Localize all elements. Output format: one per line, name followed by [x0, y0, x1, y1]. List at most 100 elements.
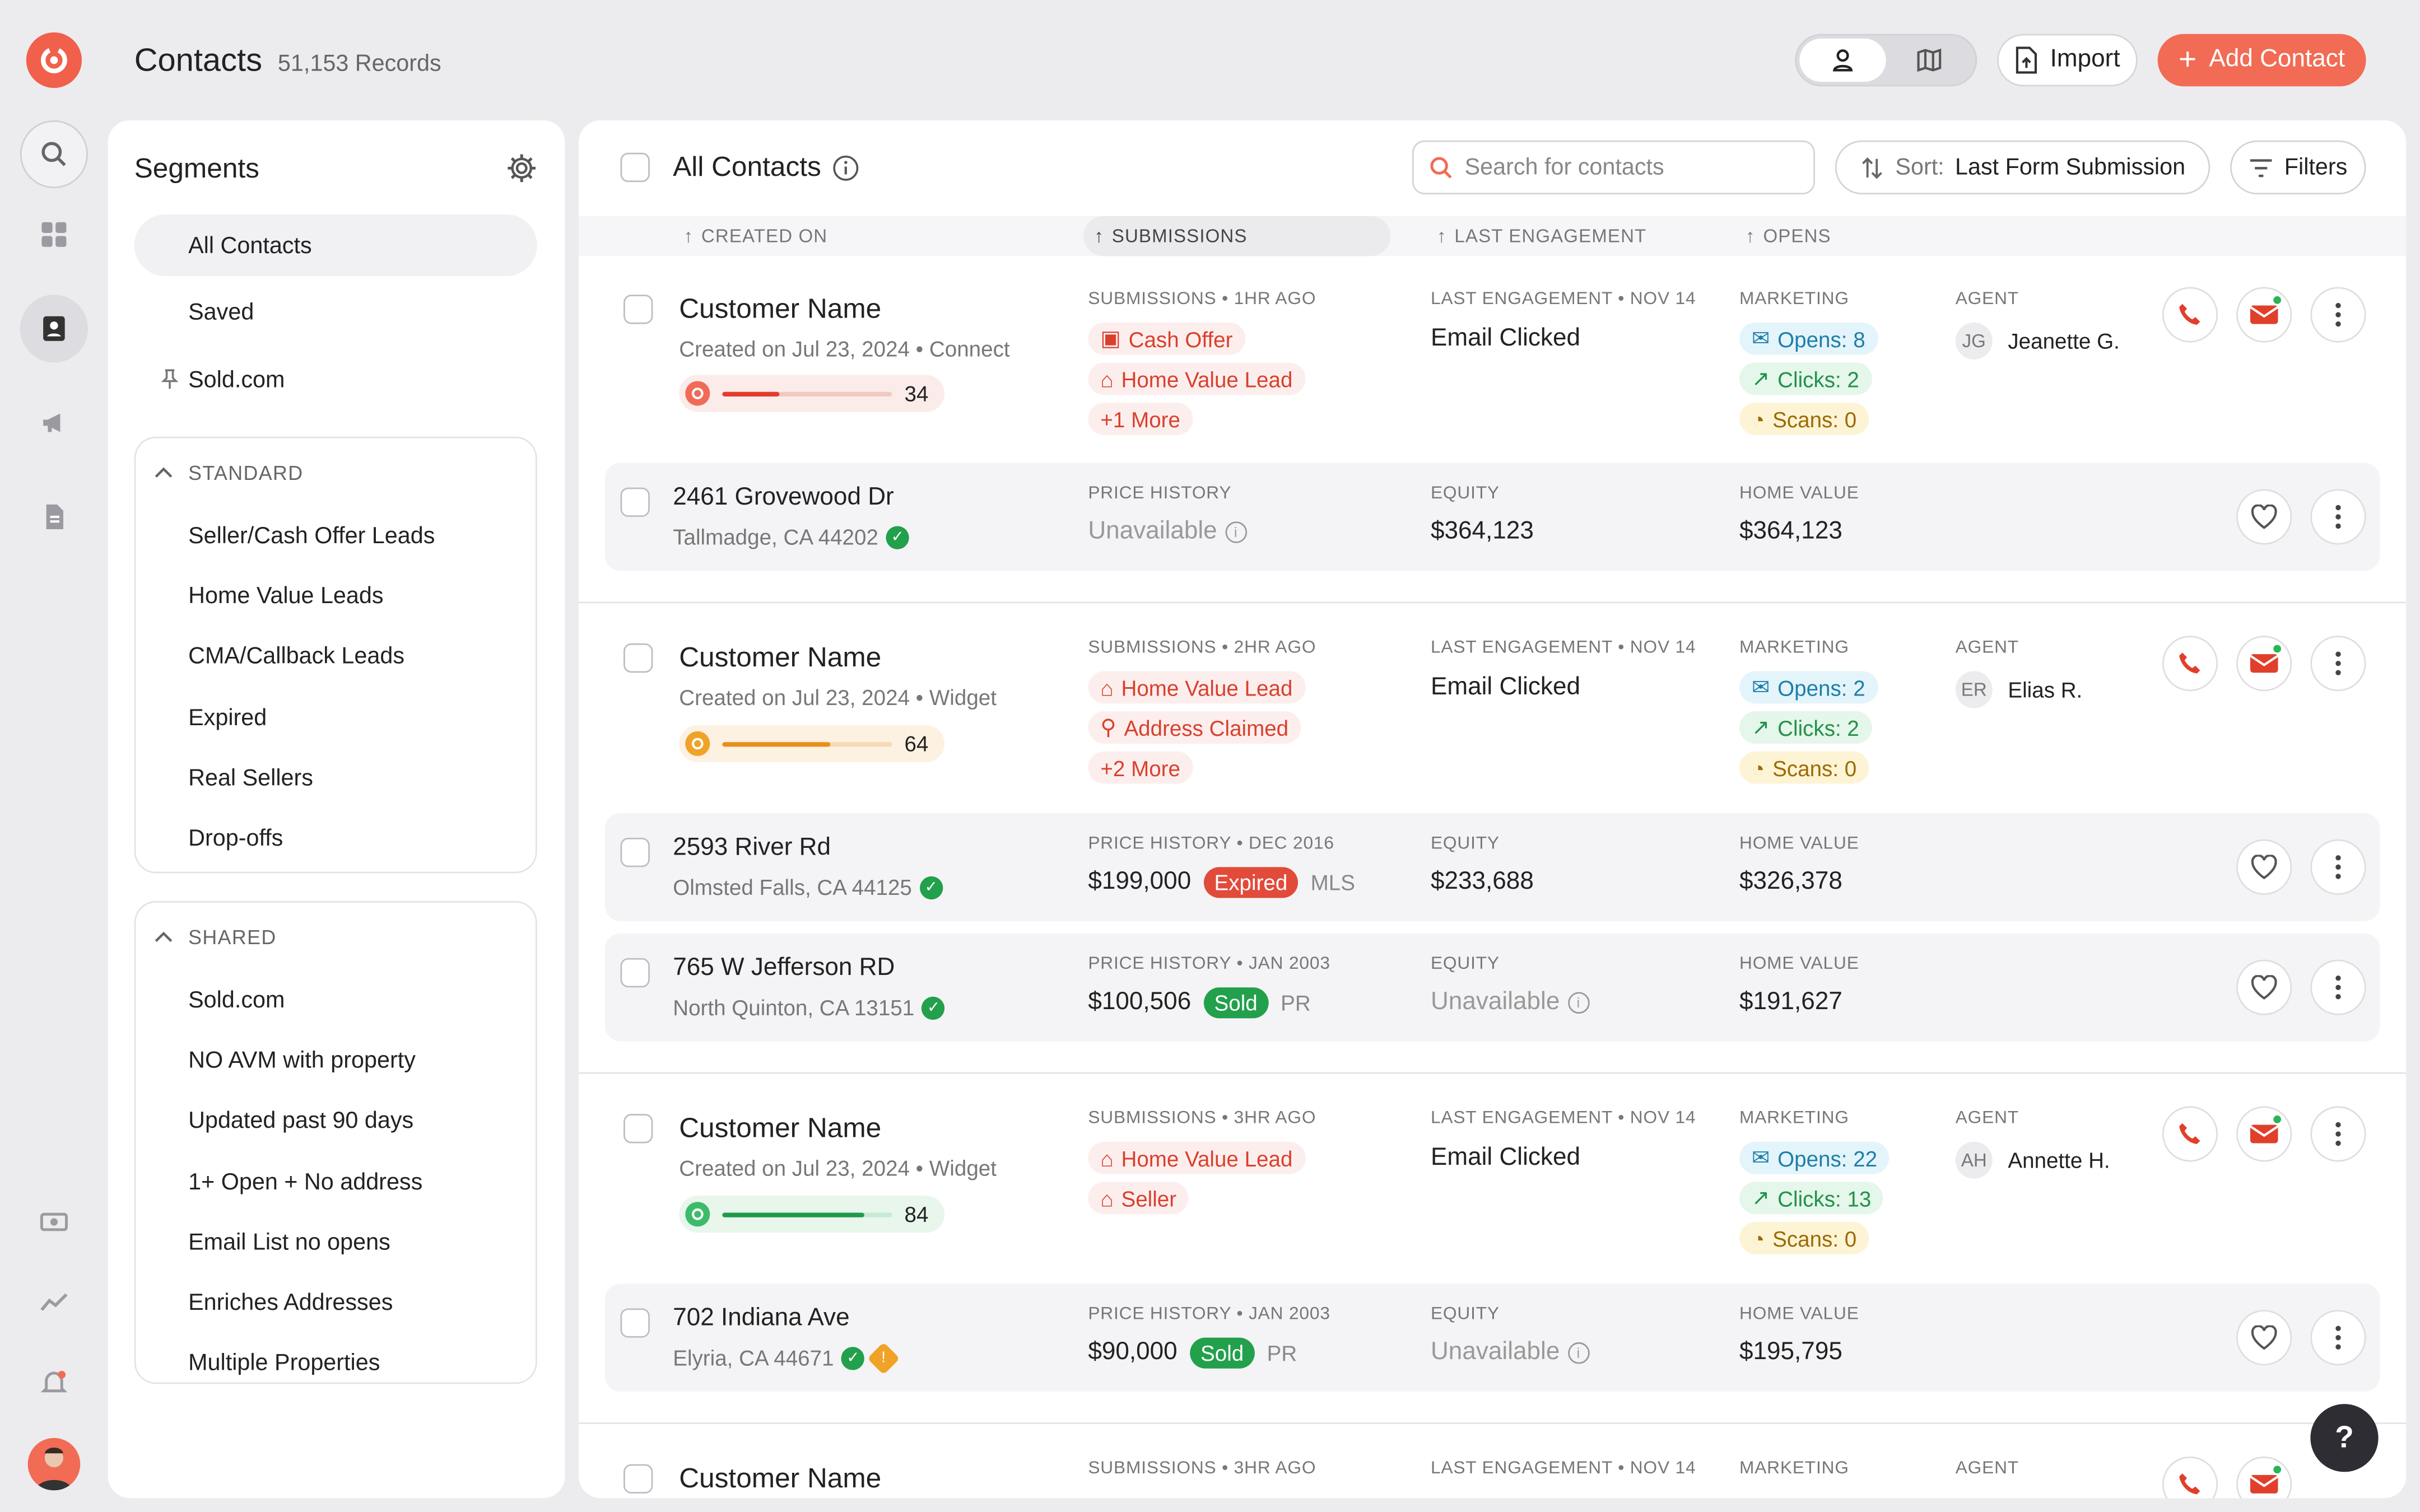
segment-item[interactable]: Drop-offs [188, 825, 283, 852]
call-button[interactable] [2162, 287, 2218, 343]
contact-name[interactable]: Customer Name [679, 642, 882, 673]
segment-item[interactable]: NO AVM with property [188, 1048, 416, 1075]
property-checkbox[interactable] [620, 1308, 650, 1338]
more-button[interactable] [2310, 839, 2366, 895]
contact-name[interactable]: Customer Name [679, 293, 882, 324]
agent[interactable]: JG Jeanette G. [1955, 322, 2120, 360]
user-avatar[interactable] [27, 1438, 81, 1491]
segment-item[interactable]: Multiple Properties [188, 1350, 380, 1377]
map-view-button[interactable] [1886, 39, 1972, 82]
call-button[interactable] [2162, 1456, 2218, 1499]
info-icon[interactable]: i [1567, 992, 1589, 1014]
more-button[interactable] [2310, 636, 2366, 692]
agent[interactable]: AH Annette H. [1955, 1141, 2110, 1179]
email-button[interactable] [2236, 287, 2292, 343]
segment-item[interactable]: Home Value Leads [188, 584, 384, 610]
rail-dashboard[interactable] [20, 200, 88, 268]
segment-item[interactable]: Enriches Addresses [188, 1290, 393, 1317]
more-button[interactable] [2310, 1106, 2366, 1162]
submission-chip[interactable]: ⚲ Address Claimed [1088, 711, 1301, 744]
rail-billing[interactable] [20, 1188, 88, 1256]
submission-chip[interactable]: ⌂ Home Value Lead [1088, 1141, 1305, 1174]
rail-notifications[interactable] [20, 1348, 88, 1416]
row-checkbox[interactable] [623, 643, 653, 673]
favorite-button[interactable] [2236, 489, 2292, 545]
row-checkbox[interactable] [623, 1464, 653, 1494]
submission-chip[interactable]: ⌂ Home Value Lead [1088, 362, 1305, 395]
more-button[interactable] [2310, 959, 2366, 1015]
property-row[interactable]: 2593 River Rd Olmsted Falls, CA 44125 ✓ P… [604, 813, 2380, 921]
contact-row[interactable]: Customer Name SUBMISSIONS • 3HR AGO LAST… [579, 1426, 2406, 1499]
call-button[interactable] [2162, 636, 2218, 692]
call-button[interactable] [2162, 1106, 2218, 1162]
rail-contacts[interactable] [20, 295, 89, 363]
email-button[interactable] [2236, 636, 2292, 692]
column-submissions[interactable]: ↑ SUBMISSIONS [1083, 216, 1391, 256]
segment-item[interactable]: Expired [188, 704, 267, 731]
property-row[interactable]: 765 W Jefferson RD North Quinton, CA 131… [604, 933, 2380, 1042]
filters-button[interactable]: Filters [2230, 140, 2366, 195]
rail-documents[interactable] [20, 483, 88, 550]
property-checkbox[interactable] [620, 487, 650, 517]
segment-item[interactable]: Updated past 90 days [188, 1108, 414, 1135]
info-icon[interactable] [832, 153, 860, 181]
shared-header[interactable]: SHARED [136, 903, 536, 970]
segment-saved[interactable]: Saved [188, 298, 254, 325]
contact-name[interactable]: Customer Name [679, 1112, 882, 1144]
segment-item[interactable]: Email List no opens [188, 1229, 390, 1256]
row-checkbox[interactable] [623, 1114, 653, 1144]
more-button[interactable] [2310, 489, 2366, 545]
rail-campaigns[interactable] [20, 389, 88, 456]
submission-chip[interactable]: ⌂ Home Value Lead [1088, 671, 1305, 704]
property-row[interactable]: 702 Indiana Ave Elyria, CA 44671 ✓! PRICE… [604, 1284, 2380, 1392]
submission-chip[interactable]: ⌂ Seller [1088, 1182, 1189, 1215]
property-address[interactable]: 765 W Jefferson RD [673, 955, 895, 982]
property-checkbox[interactable] [620, 958, 650, 988]
segment-item[interactable]: Real Sellers [188, 765, 313, 791]
property-address[interactable]: 2461 Grovewood Dr [673, 484, 894, 511]
standard-header[interactable]: STANDARD [136, 438, 536, 506]
info-icon[interactable]: i [1225, 521, 1247, 543]
list-view-button[interactable] [1799, 38, 1886, 82]
info-icon[interactable]: i [1567, 1342, 1589, 1364]
property-address[interactable]: 2593 River Rd [673, 834, 831, 861]
app-logo[interactable] [26, 32, 82, 88]
rail-search[interactable] [20, 120, 89, 189]
submission-chip[interactable]: ▣ Cash Offer [1088, 322, 1245, 355]
more-chip[interactable]: +1 More [1088, 403, 1193, 435]
column-opens[interactable]: ↑ OPENS [1746, 225, 1831, 247]
favorite-button[interactable] [2236, 959, 2292, 1015]
import-button[interactable]: Import [1997, 34, 2138, 87]
favorite-button[interactable] [2236, 1310, 2292, 1366]
property-checkbox[interactable] [620, 838, 650, 867]
more-chip[interactable]: +2 More [1088, 751, 1193, 784]
email-button[interactable] [2236, 1106, 2292, 1162]
select-all-checkbox[interactable] [620, 152, 650, 183]
row-checkbox[interactable] [623, 295, 653, 324]
segment-item[interactable]: 1+ Open + No address [188, 1169, 423, 1196]
rail-analytics[interactable] [20, 1268, 88, 1336]
agent[interactable]: ER Elias R. [1955, 671, 2082, 708]
segment-item[interactable]: CMA/Callback Leads [188, 644, 405, 671]
gear-icon[interactable] [505, 151, 539, 185]
search-input[interactable]: Search for contacts [1412, 140, 1815, 195]
more-button[interactable] [2310, 1310, 2366, 1366]
contact-row[interactable]: Customer Name Created on Jul 23, 2024 • … [579, 256, 2406, 601]
sort-dropdown[interactable]: Sort: Last Form Submission [1835, 140, 2210, 195]
favorite-button[interactable] [2236, 839, 2292, 895]
segment-sold-com[interactable]: Sold.com [134, 349, 537, 410]
property-row[interactable]: 2461 Grovewood Dr Tallmadge, CA 44202 ✓ P… [604, 463, 2380, 571]
email-button[interactable] [2236, 1456, 2292, 1499]
more-button[interactable] [2310, 287, 2366, 343]
contact-name[interactable]: Customer Name [679, 1462, 882, 1494]
contact-row[interactable]: Customer Name Created on Jul 23, 2024 • … [579, 1075, 2406, 1276]
column-last-engagement[interactable]: ↑ LAST ENGAGEMENT [1436, 225, 1647, 247]
add-contact-button[interactable]: + Add Contact [2157, 34, 2366, 87]
segment-item[interactable]: Seller/Cash Offer Leads [188, 523, 435, 550]
column-created-on[interactable]: ↑ CREATED ON [683, 225, 828, 247]
help-button[interactable]: ? [2310, 1404, 2379, 1472]
contact-row[interactable]: Customer Name Created on Jul 23, 2024 • … [579, 605, 2406, 805]
segment-item[interactable]: Sold.com [188, 987, 285, 1014]
segment-all-contacts[interactable]: All Contacts [134, 214, 537, 277]
property-address[interactable]: 702 Indiana Ave [673, 1305, 850, 1332]
